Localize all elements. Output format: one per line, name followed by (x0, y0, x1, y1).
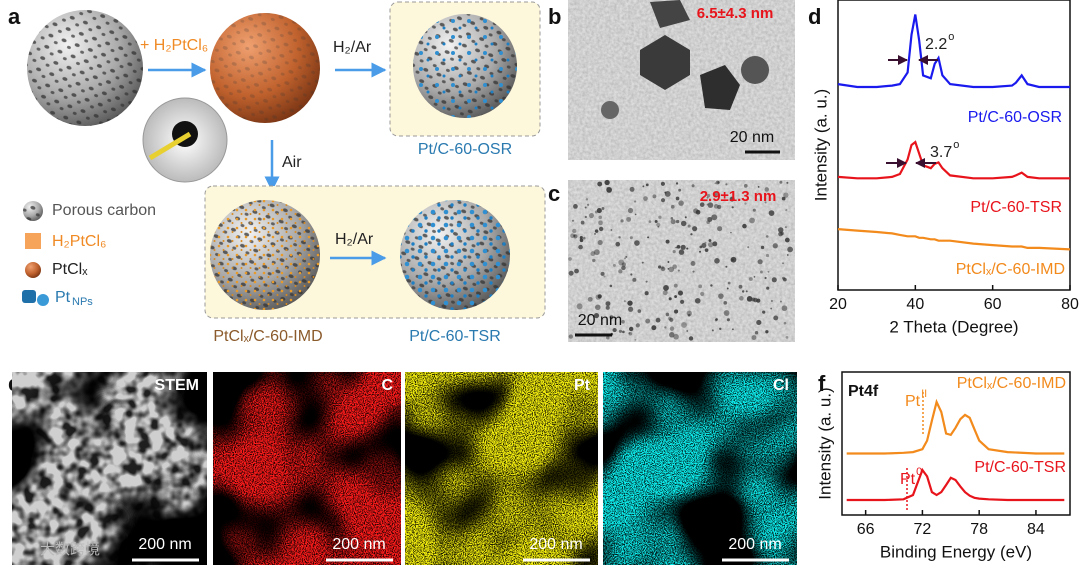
map-title: Pt (574, 377, 591, 394)
panel-label: c (548, 181, 560, 206)
scale-bar-label: 200 nm (529, 536, 582, 553)
annotation: Pt (905, 393, 921, 410)
panel-label: f (818, 371, 826, 396)
tem-image (568, 180, 795, 342)
series-label: Pt/C-60-OSR (968, 109, 1062, 126)
y-axis-label: Intensity (a. u.) (811, 89, 830, 201)
scale-bar-label: 20 nm (578, 312, 622, 329)
element-map (603, 372, 797, 565)
annotation-superscript: 0 (916, 466, 922, 478)
chart-title: Pt4f (848, 383, 879, 400)
series-label: Pt/C-60-TSR (974, 459, 1066, 476)
x-axis-label: Binding Energy (eV) (880, 542, 1032, 561)
series-label: PtClₓ/C-60-IMD (956, 261, 1065, 278)
scale-bar-label: 200 nm (138, 536, 191, 553)
x-tick-label: 78 (970, 521, 988, 538)
x-tick-label: 40 (906, 296, 924, 313)
y-axis-label: Intensity (a. u.) (815, 387, 834, 499)
step-label: H₂/Ar (333, 39, 372, 56)
legend-label: Porous carbon (52, 202, 156, 219)
series-label: Pt/C-60-TSR (970, 199, 1062, 216)
x-tick-label: 20 (829, 296, 847, 313)
element-map (12, 372, 207, 565)
x-tick-label: 84 (1027, 521, 1045, 538)
x-axis-label: 2 Theta (Degree) (889, 317, 1018, 336)
x-tick-label: 60 (984, 296, 1002, 313)
annotation: Pt (900, 471, 916, 488)
reagent-label: + H₂PtCl₆ (140, 37, 208, 54)
element-map (405, 372, 598, 565)
legend-label: PtClₓ (52, 261, 88, 278)
size-label: 6.5±4.3 nm (697, 5, 774, 22)
step-label: H₂/Ar (335, 231, 374, 248)
legend-label: Pt (55, 289, 71, 306)
element-map (213, 372, 401, 565)
scale-bar-label: 200 nm (332, 536, 385, 553)
x-tick-label: 66 (857, 521, 875, 538)
spectrum-line (837, 14, 1070, 89)
map-title: Cl (773, 377, 789, 394)
spectrum-line (846, 467, 1065, 502)
map-title: STEM (155, 377, 199, 394)
step-label: Air (282, 154, 302, 171)
x-tick-label: 80 (1061, 296, 1079, 313)
product-label: Pt/C-60-OSR (418, 141, 512, 158)
panel-label: a (8, 4, 21, 29)
plot-frame (837, 0, 1071, 291)
plot-frame (841, 371, 1071, 516)
spectrum-line (846, 398, 1065, 455)
legend-label: H₂PtCl₆ (52, 233, 106, 250)
annotation-superscript: II (921, 388, 927, 400)
product-label: Pt/C-60-TSR (409, 328, 501, 345)
legend-subscript: NPs (72, 296, 93, 308)
annotation: 3.7 (930, 144, 952, 161)
annotation: 2.2 (925, 36, 947, 53)
scale-bar-label: 200 nm (728, 536, 781, 553)
map-title: C (381, 377, 393, 394)
spectrum-line (837, 228, 1071, 251)
size-label: 2.9±1.3 nm (700, 188, 777, 205)
panel-label: d (808, 4, 821, 29)
annotation-superscript: o (948, 31, 954, 43)
intermediate-label: PtClₓ/C-60-IMD (213, 328, 322, 345)
scale-bar-label: 20 nm (730, 129, 774, 146)
x-tick-label: 72 (914, 521, 932, 538)
series-label: PtClₓ/C-60-IMD (957, 375, 1066, 392)
watermark: 大数跨境 (40, 540, 100, 558)
panel-label: b (548, 4, 561, 29)
annotation-superscript: o (953, 139, 959, 151)
